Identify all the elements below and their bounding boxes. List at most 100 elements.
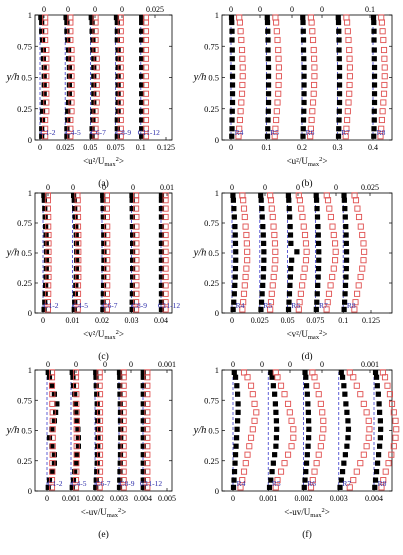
- simulated-point: [236, 19, 243, 26]
- measured-point: [261, 266, 267, 272]
- simulated-point: [162, 299, 169, 306]
- simulated-point: [96, 443, 104, 450]
- simulated-point: [133, 205, 140, 212]
- measured-point: [117, 401, 123, 407]
- simulated-point: [311, 81, 318, 89]
- simulated-point: [319, 434, 326, 441]
- simulated-point: [242, 273, 249, 281]
- simulated-point: [377, 133, 384, 140]
- simulated-point: [300, 223, 307, 230]
- simulated-point: [290, 426, 297, 433]
- measured-point: [139, 126, 145, 132]
- y-tick-label: 1: [28, 188, 32, 198]
- simulated-point: [298, 205, 305, 212]
- measured-point: [75, 443, 81, 449]
- measured-point: [233, 435, 240, 441]
- top-tick-label: 0: [288, 360, 292, 369]
- simulated-point: [320, 426, 327, 433]
- measured-point: [305, 409, 311, 415]
- measured-point: [139, 108, 145, 114]
- measured-point: [229, 117, 235, 123]
- measured-point: [313, 306, 319, 312]
- simulated-point: [393, 426, 400, 433]
- measured-point: [158, 299, 165, 305]
- measured-point: [377, 409, 383, 415]
- simulated-point: [68, 46, 75, 54]
- simulated-point: [144, 484, 151, 491]
- top-tick-label: 0: [296, 183, 300, 192]
- simulated-point: [117, 55, 124, 62]
- measured-point: [65, 108, 71, 114]
- measured-point: [101, 266, 107, 272]
- top-tick-label: 0.1: [365, 5, 375, 14]
- simulated-point: [242, 223, 249, 230]
- x-tick-label: 0.01: [66, 316, 80, 325]
- measured-point: [286, 197, 292, 203]
- x-tick-label: 0.4: [368, 143, 378, 152]
- y-axis-label: y/h: [193, 425, 207, 436]
- measured-point: [265, 91, 272, 97]
- x-tick-label: 0.002: [295, 494, 313, 503]
- simulated-point: [365, 434, 372, 441]
- simulated-point: [133, 299, 140, 306]
- measured-point: [343, 274, 349, 280]
- simulated-point: [49, 451, 56, 458]
- simulated-point: [326, 205, 333, 212]
- x-tick-label: 0.05: [281, 316, 295, 325]
- simulated-point: [162, 282, 169, 289]
- measured-point: [158, 214, 165, 220]
- simulated-point: [350, 374, 357, 381]
- measured-point: [301, 91, 307, 97]
- simulated-point: [133, 223, 140, 230]
- simulated-point: [48, 477, 56, 484]
- top-tick-label: 0: [93, 5, 97, 14]
- x-axis-label: <-uv/Umax2>: [81, 507, 127, 519]
- measured-point: [73, 266, 80, 272]
- measured-point: [74, 257, 80, 263]
- measured-point: [286, 206, 292, 212]
- simulated-point: [346, 55, 353, 62]
- measured-point: [305, 443, 311, 449]
- simulated-point: [273, 28, 280, 35]
- measured-point: [39, 133, 45, 139]
- measured-point: [300, 28, 306, 34]
- simulated-point: [162, 192, 169, 199]
- simulated-point: [133, 248, 140, 255]
- simulated-point: [274, 36, 281, 44]
- plot-frame: [34, 14, 173, 141]
- simulated-point: [357, 223, 364, 230]
- measured-point: [341, 306, 347, 312]
- simulated-point: [44, 306, 51, 313]
- measured-point: [285, 192, 292, 198]
- simulated-point: [345, 99, 352, 106]
- simulated-point: [272, 257, 279, 264]
- simulated-point: [380, 99, 387, 106]
- y-tick-label: 0.75: [204, 41, 219, 51]
- simulated-point: [103, 290, 110, 297]
- measured-point: [344, 443, 350, 449]
- simulated-point: [74, 192, 81, 199]
- measured-point: [235, 401, 241, 407]
- measured-point: [314, 291, 320, 297]
- simulated-point: [244, 257, 251, 264]
- simulated-point: [92, 125, 99, 132]
- simulated-point: [303, 248, 310, 255]
- measured-point: [301, 108, 307, 114]
- measured-point: [274, 426, 280, 432]
- measured-point: [130, 240, 136, 246]
- simulated-point: [162, 205, 169, 212]
- x-axis-label-sub: max: [104, 161, 116, 168]
- measured-point: [130, 257, 136, 263]
- measured-point: [230, 192, 236, 198]
- measured-point: [235, 409, 241, 415]
- measured-point: [231, 477, 237, 483]
- simulated-point: [96, 391, 104, 398]
- simulated-point: [120, 484, 127, 491]
- measured-point: [301, 99, 307, 106]
- simulated-point: [309, 477, 316, 484]
- simulated-point: [120, 391, 127, 398]
- simulated-point: [378, 19, 385, 26]
- measured-point: [39, 126, 45, 132]
- measured-point: [75, 426, 81, 432]
- simulated-point: [247, 382, 255, 389]
